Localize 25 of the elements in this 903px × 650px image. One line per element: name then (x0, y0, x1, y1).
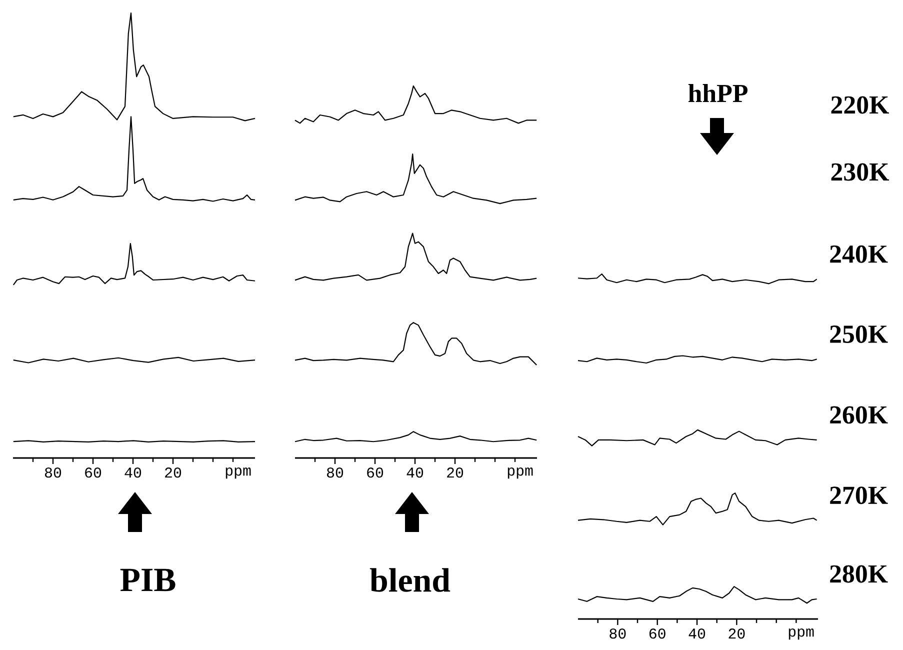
x-tick-label: 80 (45, 468, 62, 478)
text: blend (370, 568, 450, 592)
series-label: 240K (830, 245, 888, 263)
x-tick-label: 20 (728, 628, 745, 639)
x-tick-label: 60 (649, 628, 666, 639)
x-tick-label: 60 (85, 468, 102, 478)
text: 220K (831, 96, 890, 114)
text: hhPP (688, 84, 748, 102)
x-tick-label: 20 (447, 468, 464, 478)
text: PIB (120, 568, 176, 592)
x-tick-label: 40 (688, 628, 706, 639)
series-label: 270K (830, 486, 888, 504)
x-tick-label: 40 (124, 468, 142, 478)
x-tick-label: 20 (165, 468, 182, 478)
x-axis-title: ppm (788, 628, 814, 640)
x-tick-label: 80 (610, 628, 626, 639)
series-label: 250K (830, 325, 888, 343)
text: 230K (831, 163, 890, 181)
x-axis-title: ppm (508, 468, 533, 479)
series-label: 260K (830, 406, 888, 424)
series-label: 280K (830, 565, 888, 583)
x-tick-label: 40 (406, 468, 424, 478)
x-tick-label: 80 (327, 468, 344, 478)
x-tick-label: 60 (367, 468, 384, 478)
x-axis-title: ppm (226, 468, 251, 479)
